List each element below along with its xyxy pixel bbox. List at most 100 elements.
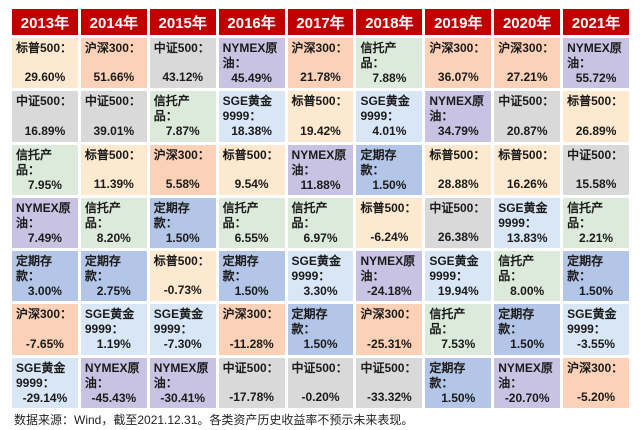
- annual-return: 45.49%: [231, 71, 272, 85]
- asset-name: 中证500：: [291, 360, 348, 375]
- table-cell: 沪深300： -7.65%: [12, 304, 78, 355]
- annual-return: 51.66%: [93, 70, 135, 85]
- asset-name: 标普500：: [16, 41, 73, 55]
- asset-name: 沪深300：: [222, 307, 279, 322]
- table-cell: 定期存款： 3.00%: [12, 251, 78, 302]
- asset-name: 定期存款：: [360, 147, 397, 177]
- asset-name: 标普500：: [222, 147, 279, 162]
- asset-name: 定期存款：: [222, 254, 259, 284]
- annual-return: 8.00%: [510, 284, 545, 299]
- returns-table: 2013年 2014年 2015年 2016年 2017年 2018年 2019年 2020年…: [12, 9, 629, 408]
- annual-return: -29.14%: [22, 390, 68, 405]
- table-cell: 沪深300： 5.58%: [149, 144, 216, 195]
- table-cell: 中证500： 26.38%: [425, 197, 492, 249]
- asset-name: 沪深300：: [360, 307, 417, 322]
- asset-name: 信托产品：: [153, 94, 190, 124]
- table-cell: 中证500： 15.58%: [563, 144, 629, 195]
- table-cell: SGE黄金9999： 1.19%: [80, 304, 147, 355]
- asset-name: 定期存款：: [567, 254, 604, 284]
- annual-return: 19.94%: [437, 284, 479, 299]
- table-cell: SGE黄金9999： 13.83%: [494, 197, 561, 249]
- table-cell: 沪深300： -25.31%: [356, 304, 423, 355]
- table-cell: 定期存款： 1.50%: [287, 304, 354, 355]
- table-cell: 信托产品： 8.00%: [494, 251, 561, 302]
- table-cell: SGE黄金9999： -3.55%: [563, 304, 629, 355]
- annual-return: 7.88%: [372, 71, 407, 85]
- table-cell: NYMEX原油： -45.43%: [80, 357, 147, 408]
- table-cell: 信托产品： 7.87%: [149, 91, 216, 142]
- asset-name: SGE黄金9999：: [153, 307, 204, 337]
- table-cell: SGE黄金9999： 4.01%: [356, 91, 423, 142]
- annual-return: 8.20%: [96, 230, 131, 245]
- annual-return: 7.53%: [441, 337, 476, 352]
- table-cell: 信托产品： 7.53%: [425, 304, 492, 355]
- annual-return: 13.83%: [506, 230, 548, 245]
- annual-return: 16.89%: [24, 123, 66, 138]
- asset-name: NYMEX原油：: [291, 147, 347, 177]
- annual-return: -45.43%: [91, 390, 137, 405]
- annual-return: -5.20%: [577, 389, 616, 404]
- asset-name: SGE黄金9999：: [360, 94, 410, 124]
- annual-return: 3.00%: [27, 284, 62, 299]
- table-cell: NYMEX原油： 11.88%: [287, 144, 354, 195]
- asset-name: 沪深300：: [84, 41, 141, 55]
- annual-return: 7.49%: [27, 230, 62, 245]
- asset-name: NYMEX原油：: [153, 360, 209, 390]
- table-cell: 标普500： -0.73%: [149, 251, 216, 302]
- table-cell: NYMEX原油： -30.41%: [149, 357, 216, 408]
- annual-return: 1.50%: [165, 230, 200, 245]
- table-cell: 沪深300： 27.21%: [494, 38, 561, 89]
- asset-name: 定期存款：: [16, 254, 53, 284]
- annual-return: 6.55%: [234, 230, 269, 245]
- annual-return: 9.54%: [234, 176, 269, 191]
- column-header: 2016年: [218, 9, 285, 35]
- asset-name: 沪深300：: [291, 41, 348, 55]
- column-header: 2020年: [494, 9, 561, 35]
- annual-return: 26.38%: [437, 230, 479, 245]
- table-cell: SGE黄金9999： -7.30%: [149, 304, 216, 355]
- table-cell: 定期存款： 1.50%: [149, 197, 216, 249]
- annual-return: -0.20%: [301, 389, 340, 404]
- annual-return: 21.78%: [300, 70, 341, 85]
- asset-name: 沪深300：: [16, 307, 73, 322]
- asset-name: 沪深300：: [498, 41, 555, 55]
- column-header: 2013年: [12, 9, 78, 35]
- annual-return: 1.50%: [510, 337, 545, 352]
- annual-return: 28.88%: [437, 176, 479, 191]
- column-header: 2021年: [563, 9, 629, 35]
- asset-name: 标普500：: [360, 200, 417, 215]
- asset-name: NYMEX原油：: [84, 360, 140, 390]
- asset-name: 标普500：: [498, 147, 555, 162]
- table-cell: 标普500： 26.89%: [563, 91, 629, 142]
- asset-name: 信托产品：: [222, 200, 259, 230]
- column-header: 2017年: [287, 9, 354, 35]
- annual-return: -11.28%: [229, 336, 274, 351]
- annual-return: 2.21%: [579, 230, 614, 245]
- table-cell: 沪深300： 36.07%: [425, 38, 492, 89]
- annual-return: 1.50%: [441, 390, 476, 405]
- asset-name: 中证500：: [16, 94, 73, 109]
- table-cell: 标普500： 29.60%: [12, 38, 78, 89]
- column-header: 2018年: [356, 9, 423, 35]
- table-cell: 信托产品： 6.55%: [218, 197, 285, 249]
- annual-return: -24.18%: [367, 284, 412, 299]
- annual-return: 1.50%: [579, 284, 614, 299]
- table-cell: SGE黄金9999： 19.94%: [425, 251, 492, 302]
- table-cell: NYMEX原油： -20.70%: [494, 357, 561, 408]
- table-cell: 标普500： 28.88%: [425, 144, 492, 195]
- table-cell: 标普500： 19.42%: [287, 91, 354, 142]
- asset-name: 信托产品：: [360, 41, 397, 70]
- annual-return: -3.55%: [577, 337, 616, 352]
- table-cell: NYMEX原油： 34.79%: [425, 91, 492, 142]
- annual-return: 19.42%: [300, 123, 341, 138]
- asset-name: 沪深300：: [429, 41, 486, 55]
- annual-return: 34.79%: [437, 124, 479, 139]
- asset-name: NYMEX原油：: [567, 41, 622, 70]
- asset-name: SGE黄金9999：: [84, 307, 135, 337]
- table-cell: 信托产品： 7.88%: [356, 38, 423, 89]
- annual-return: 3.30%: [303, 284, 338, 299]
- table-cell: 标普500： 11.39%: [80, 144, 147, 195]
- table-cell: 沪深300： 51.66%: [80, 38, 147, 89]
- table-cell: SGE黄金9999： 18.38%: [218, 91, 285, 142]
- table-cell: 定期存款： 1.50%: [356, 144, 423, 195]
